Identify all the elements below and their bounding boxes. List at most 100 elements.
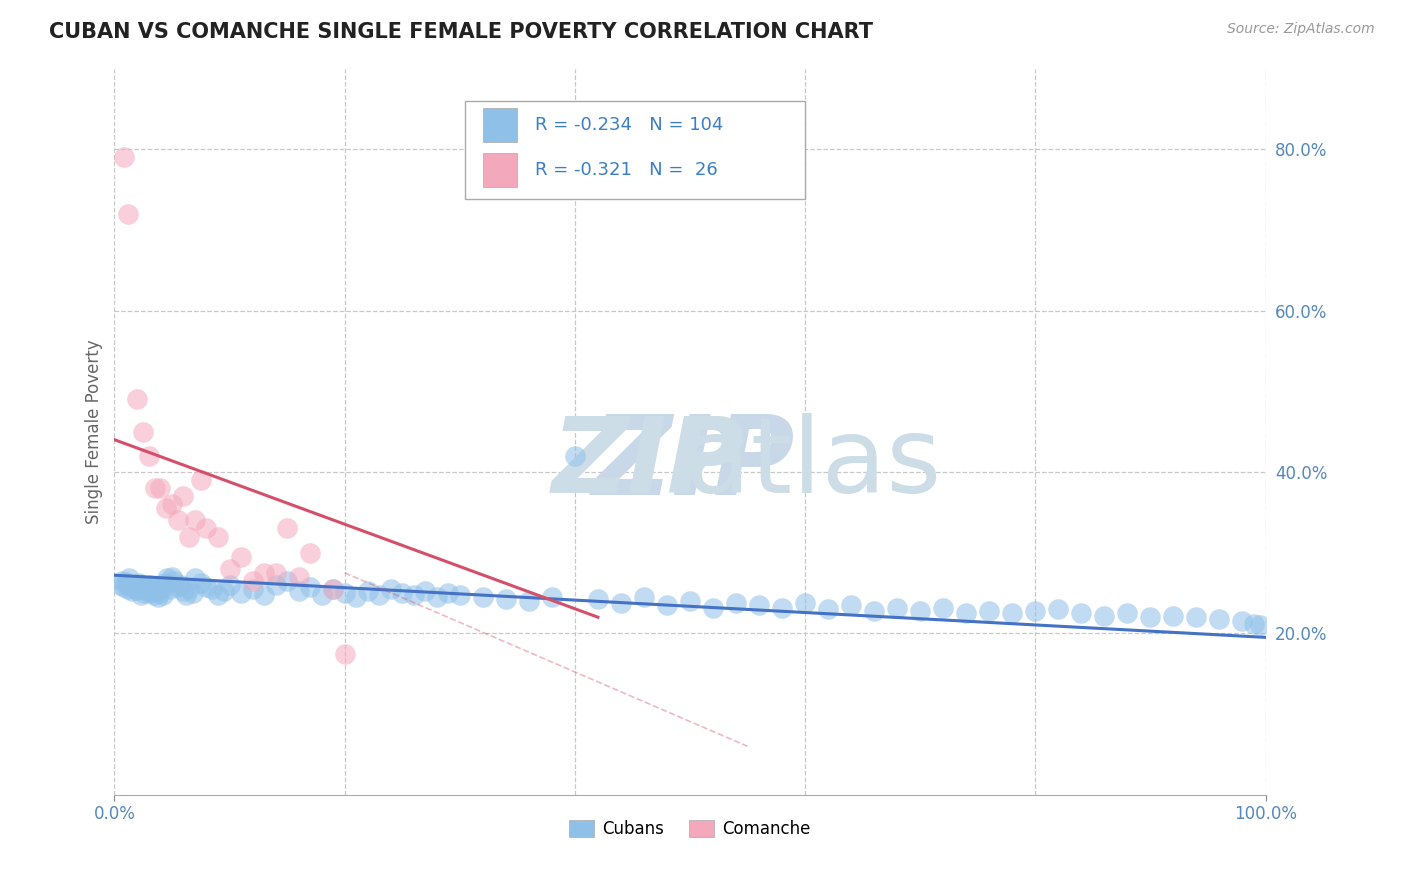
Point [333, 647, 356, 661]
Point [172, 489, 194, 503]
Point [108, 578, 131, 592]
Point [190, 473, 212, 487]
Point [138, 449, 160, 463]
Point [118, 572, 141, 586]
Point [932, 600, 955, 615]
Point [276, 574, 298, 588]
Point [908, 604, 931, 618]
Point [128, 581, 150, 595]
Point [149, 586, 172, 600]
Point [142, 588, 165, 602]
Point [253, 588, 276, 602]
Point [1116, 606, 1139, 620]
Point [1070, 606, 1092, 620]
Point [166, 580, 188, 594]
Point [134, 586, 156, 600]
Point [610, 596, 633, 610]
Point [155, 501, 177, 516]
Point [391, 586, 413, 600]
Point [143, 584, 166, 599]
Point [132, 582, 155, 596]
Point [190, 576, 212, 591]
Point [132, 425, 155, 439]
Point [264, 566, 287, 580]
Point [817, 602, 839, 616]
Point [129, 588, 152, 602]
Point [1139, 610, 1161, 624]
Point [153, 576, 176, 591]
Point [287, 570, 309, 584]
Point [356, 584, 378, 599]
Point [724, 596, 747, 610]
Point [1092, 608, 1115, 623]
Point [138, 581, 160, 595]
Point [134, 580, 156, 594]
Point [170, 578, 193, 592]
Point [122, 578, 145, 592]
Text: Source: ZipAtlas.com: Source: ZipAtlas.com [1227, 22, 1375, 37]
Point [770, 600, 793, 615]
Point [586, 592, 609, 607]
Point [184, 572, 207, 586]
Point [655, 598, 678, 612]
Point [322, 582, 344, 596]
Point [141, 586, 163, 600]
Point [1243, 616, 1265, 631]
FancyBboxPatch shape [465, 101, 806, 199]
Point [229, 549, 252, 564]
Y-axis label: Single Female Poverty: Single Female Poverty [86, 339, 103, 524]
Text: ZIP: ZIP [551, 413, 745, 516]
Bar [482, 108, 517, 143]
Point [253, 566, 276, 580]
Point [299, 580, 322, 594]
Point [1001, 606, 1024, 620]
Point [146, 590, 169, 604]
Point [156, 572, 179, 586]
Point [112, 580, 135, 594]
Point [127, 392, 149, 407]
Point [333, 586, 356, 600]
Point [149, 481, 172, 495]
Point [344, 590, 367, 604]
Point [242, 582, 264, 596]
Point [195, 521, 218, 535]
Text: R = -0.234   N = 104: R = -0.234 N = 104 [534, 116, 723, 134]
Point [121, 581, 143, 595]
Point [1163, 608, 1185, 623]
Point [287, 584, 309, 599]
Point [150, 580, 173, 594]
Point [449, 588, 471, 602]
Point [979, 604, 1001, 618]
Point [207, 529, 229, 543]
Point [311, 588, 333, 602]
Point [124, 580, 146, 594]
Text: ZIPatlas: ZIPatlas [592, 411, 1032, 517]
Point [368, 588, 391, 602]
Point [195, 580, 218, 594]
Point [517, 594, 540, 608]
Point [179, 529, 201, 543]
Text: ZIP: ZIP [592, 411, 796, 517]
Point [115, 575, 138, 590]
Point [152, 588, 174, 602]
Point [127, 582, 149, 597]
Point [702, 600, 724, 615]
Point [160, 570, 183, 584]
Point [1047, 602, 1070, 616]
Point [128, 576, 150, 591]
Point [160, 497, 183, 511]
Point [437, 586, 460, 600]
Point [139, 578, 162, 592]
Point [117, 207, 139, 221]
Point [1208, 612, 1230, 626]
Point [1232, 614, 1254, 628]
Point [121, 584, 143, 599]
Point [863, 604, 886, 618]
Point [1024, 604, 1046, 618]
Point [174, 588, 197, 602]
Point [143, 481, 166, 495]
Point [633, 590, 655, 604]
Point [955, 606, 977, 620]
Point [166, 513, 188, 527]
Point [181, 586, 204, 600]
